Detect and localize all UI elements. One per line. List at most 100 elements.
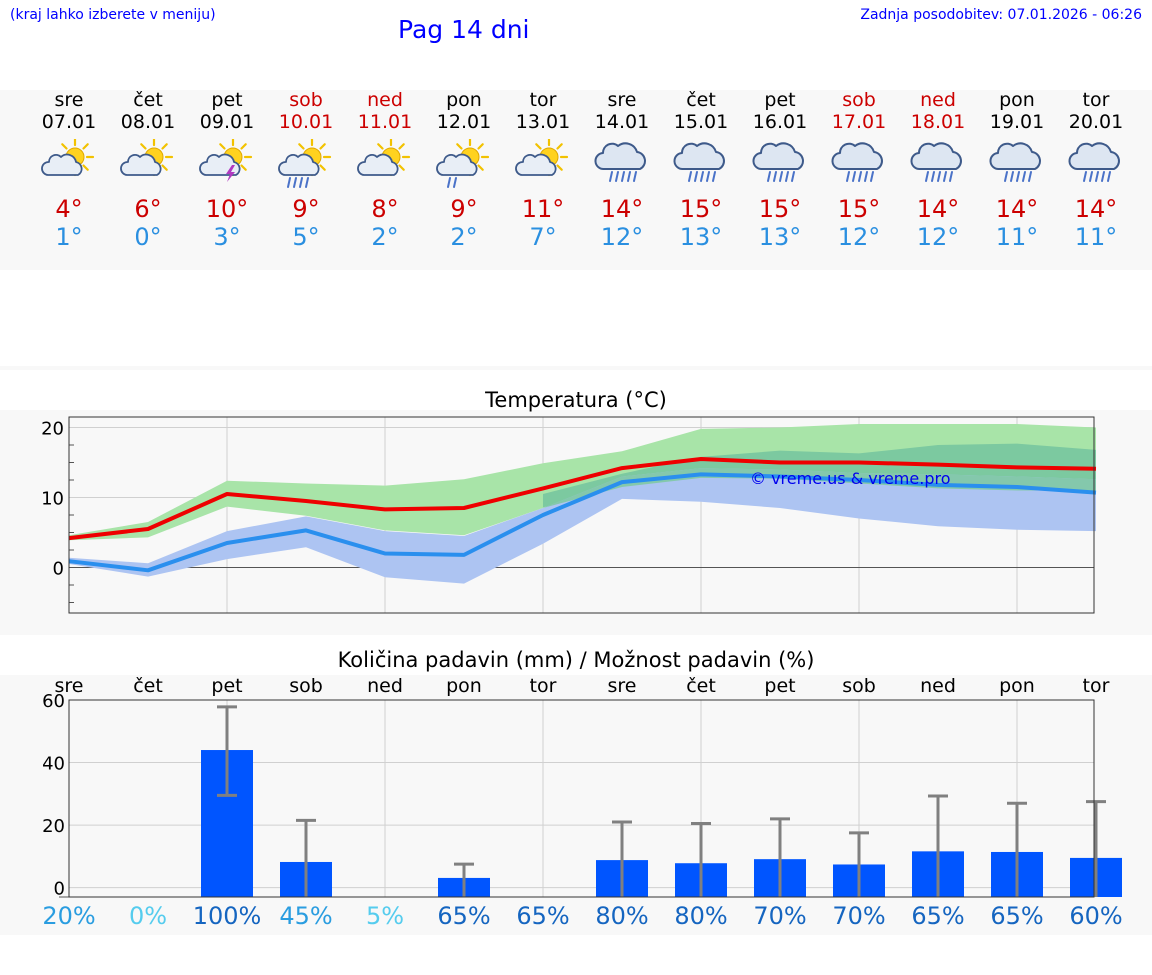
day-column: pet 09.01 10° 3°	[187, 89, 267, 251]
y-tick-label: 40	[42, 754, 65, 775]
max-temperature: 15°	[679, 195, 723, 223]
day-name: pon	[999, 89, 1035, 111]
max-temperature: 14°	[916, 195, 960, 223]
min-range-band	[69, 468, 1096, 584]
last-update: Zadnja posodobitev: 07.01.2026 - 06:26	[860, 7, 1142, 23]
day-column: ned 18.01 14° 12°	[898, 89, 978, 251]
max-temperature: 6°	[134, 195, 162, 223]
precipitation-probability: 65%	[911, 902, 965, 930]
precipitation-day-label: tor	[1082, 675, 1110, 697]
plot-border	[68, 416, 1095, 614]
precipitation-day-label: tor	[529, 675, 557, 697]
sun-thunder-icon	[199, 139, 253, 182]
precipitation-probability: 70%	[832, 902, 886, 930]
precipitation-probability: 0%	[128, 902, 168, 930]
precipitation-day-label: pon	[999, 675, 1035, 697]
partly-cloudy-sun-icon	[357, 139, 411, 177]
min-temperature: 3°	[213, 223, 241, 251]
day-column: sre 07.01 4° 1°	[29, 89, 109, 251]
day-date: 09.01	[199, 111, 255, 133]
min-temperature-line	[68, 472, 1097, 573]
min-temperature: 0°	[134, 223, 162, 251]
day-column: tor 20.01 14° 11°	[1056, 89, 1136, 251]
partly-cloudy-sun-icon	[41, 139, 95, 177]
temperature-chart-title: Temperatura (°C)	[485, 388, 667, 412]
y-tick-label: 0	[54, 879, 65, 900]
max-temperature: 11°	[521, 195, 565, 223]
sun-cloud-rain-icon	[278, 139, 332, 188]
min-temperature: 13°	[679, 223, 723, 251]
precipitation-day-label: sob	[289, 675, 323, 697]
min-temperature: 11°	[1074, 223, 1118, 251]
max-temperature: 15°	[758, 195, 802, 223]
precipitation-day-label: ned	[367, 675, 403, 697]
precipitation-probability: 45%	[279, 902, 333, 930]
day-name: tor	[1082, 89, 1110, 111]
day-date: 11.01	[357, 111, 413, 133]
location-hint: (kraj lahko izberete v meniju)	[10, 7, 216, 23]
day-date: 10.01	[278, 111, 334, 133]
day-date: 16.01	[752, 111, 808, 133]
day-date: 07.01	[41, 111, 97, 133]
day-column: pon 19.01 14° 11°	[977, 89, 1057, 251]
forecast-panel	[0, 90, 1152, 270]
precipitation-day-label: sre	[607, 675, 637, 697]
day-date: 08.01	[120, 111, 176, 133]
precipitation-probability: 70%	[753, 902, 807, 930]
min-temperature: 2°	[371, 223, 399, 251]
day-column: sre 14.01 14° 12°	[582, 89, 662, 251]
precipitation-probability: 65%	[516, 902, 570, 930]
day-name: sob	[842, 89, 876, 111]
day-date: 20.01	[1068, 111, 1124, 133]
page-title: Pag 14 dni	[398, 15, 530, 44]
min-temperature: 11°	[995, 223, 1039, 251]
y-tick-label: 10	[41, 489, 64, 510]
precipitation-day-label: ned	[920, 675, 956, 697]
day-date: 17.01	[831, 111, 887, 133]
precipitation-day-label: pet	[211, 675, 243, 697]
day-name: ned	[367, 89, 403, 111]
precipitation-day-label: čet	[133, 675, 163, 697]
day-name: sre	[54, 89, 84, 111]
rain-cloud-icon	[752, 142, 804, 182]
day-column: čet 15.01 15° 13°	[661, 89, 741, 251]
max-temperature: 14°	[1074, 195, 1118, 223]
max-temperature: 8°	[371, 195, 399, 223]
divider	[0, 366, 1152, 370]
max-temperature: 9°	[450, 195, 478, 223]
max-temperature-line	[68, 457, 1097, 541]
rain-cloud-icon	[989, 142, 1041, 182]
min-temperature: 12°	[600, 223, 644, 251]
day-date: 13.01	[515, 111, 571, 133]
day-name: čet	[686, 89, 716, 111]
precipitation-chart-title: Količina padavin (mm) / Možnost padavin …	[337, 648, 815, 672]
watermark: © vreme.us & vreme.pro	[750, 469, 951, 488]
day-column: ned 11.01 8° 2°	[345, 89, 425, 251]
precipitation-probability: 80%	[595, 902, 649, 930]
day-name: čet	[133, 89, 163, 111]
y-tick-label: 0	[53, 559, 64, 580]
day-column: pet 16.01 15° 13°	[740, 89, 820, 251]
precipitation-probability: 20%	[42, 902, 96, 930]
day-date: 14.01	[594, 111, 650, 133]
rain-cloud-icon	[673, 142, 725, 182]
day-date: 19.01	[989, 111, 1045, 133]
day-column: čet 08.01 6° 0°	[108, 89, 188, 251]
y-tick-label: 60	[42, 691, 65, 712]
precipitation-day-label: pon	[446, 675, 482, 697]
max-temperature: 4°	[55, 195, 83, 223]
rain-cloud-icon	[594, 142, 646, 182]
precipitation-probability: 60%	[1069, 902, 1123, 930]
max-temperature: 9°	[292, 195, 320, 223]
partly-cloudy-sun-icon	[120, 139, 174, 177]
precipitation-probability: 65%	[990, 902, 1044, 930]
precipitation-day-label: sob	[842, 675, 876, 697]
day-name: sob	[289, 89, 323, 111]
precipitation-probability: 5%	[365, 902, 405, 930]
sun-cloud-light-rain-icon	[436, 139, 490, 188]
plot-border	[68, 699, 1095, 898]
rain-cloud-icon	[831, 142, 883, 182]
day-name: ned	[920, 89, 956, 111]
